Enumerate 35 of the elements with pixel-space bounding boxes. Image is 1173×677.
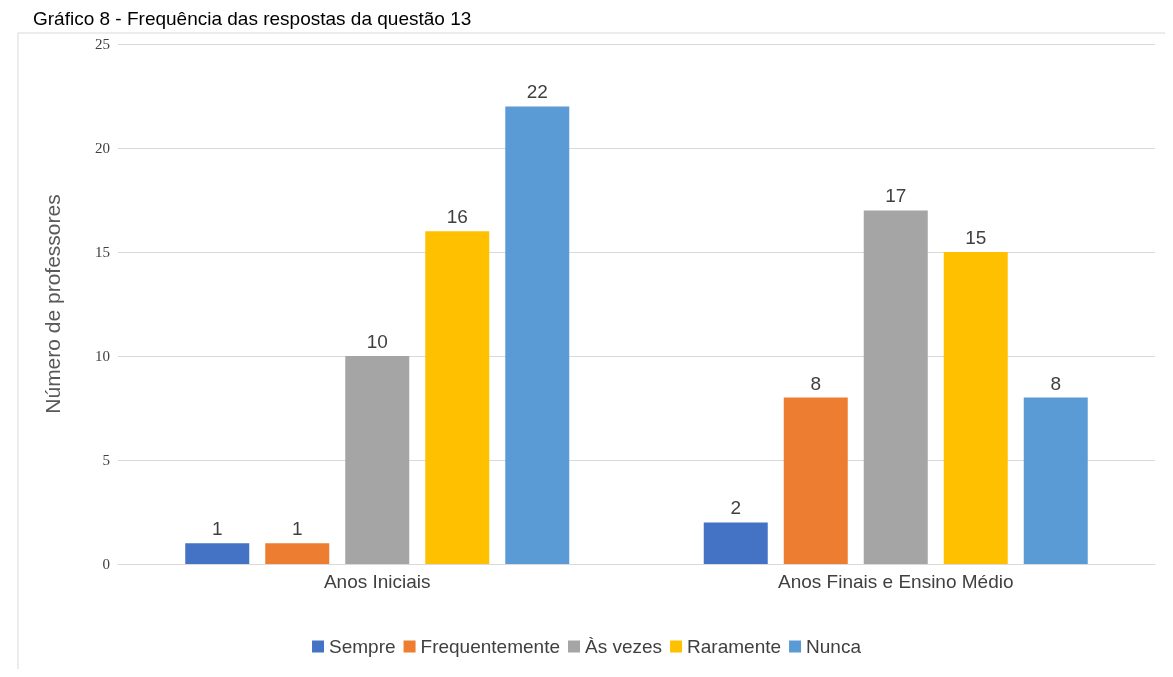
data-label: 15 (965, 227, 987, 248)
data-label: 1 (211, 518, 223, 540)
y-tick-label: 25 (95, 36, 110, 52)
bar (783, 397, 848, 564)
legend-label: Às vezes (584, 636, 663, 657)
x-tick-label: Anos Finais e Ensino Médio (777, 571, 1014, 592)
data-label: 22 (526, 81, 548, 103)
bar (185, 543, 250, 564)
bar (943, 252, 1008, 564)
bar (863, 210, 928, 564)
bar (1023, 397, 1088, 564)
bar (505, 106, 570, 564)
chart-title: Gráfico 8 - Frequência das respostas da questão 13 (33, 8, 472, 29)
y-tick-label: 20 (95, 140, 110, 156)
data-label: 17 (885, 185, 907, 207)
legend-label: Nunca (806, 636, 862, 657)
bar (703, 522, 768, 564)
data-label: 10 (366, 331, 388, 352)
y-axis-title: Número de professores (41, 194, 64, 414)
y-tick-label: 10 (95, 348, 110, 364)
data-label: 1 (291, 518, 303, 540)
legend-label: Sempre (329, 636, 396, 657)
y-tick-label: 15 (95, 244, 110, 260)
data-label: 2 (730, 497, 742, 519)
legend-label: Raramente (687, 636, 782, 657)
legend-label: Frequentemente (420, 636, 560, 657)
bar (265, 543, 330, 564)
y-tick-label: 5 (102, 452, 110, 468)
y-tick-label: 0 (102, 556, 110, 572)
data-label: 16 (446, 206, 468, 228)
x-tick-label: Anos Iniciais (323, 571, 431, 592)
data-label: 8 (810, 372, 822, 394)
bar (345, 356, 410, 564)
bar (425, 231, 490, 564)
data-label: 8 (1050, 372, 1062, 394)
